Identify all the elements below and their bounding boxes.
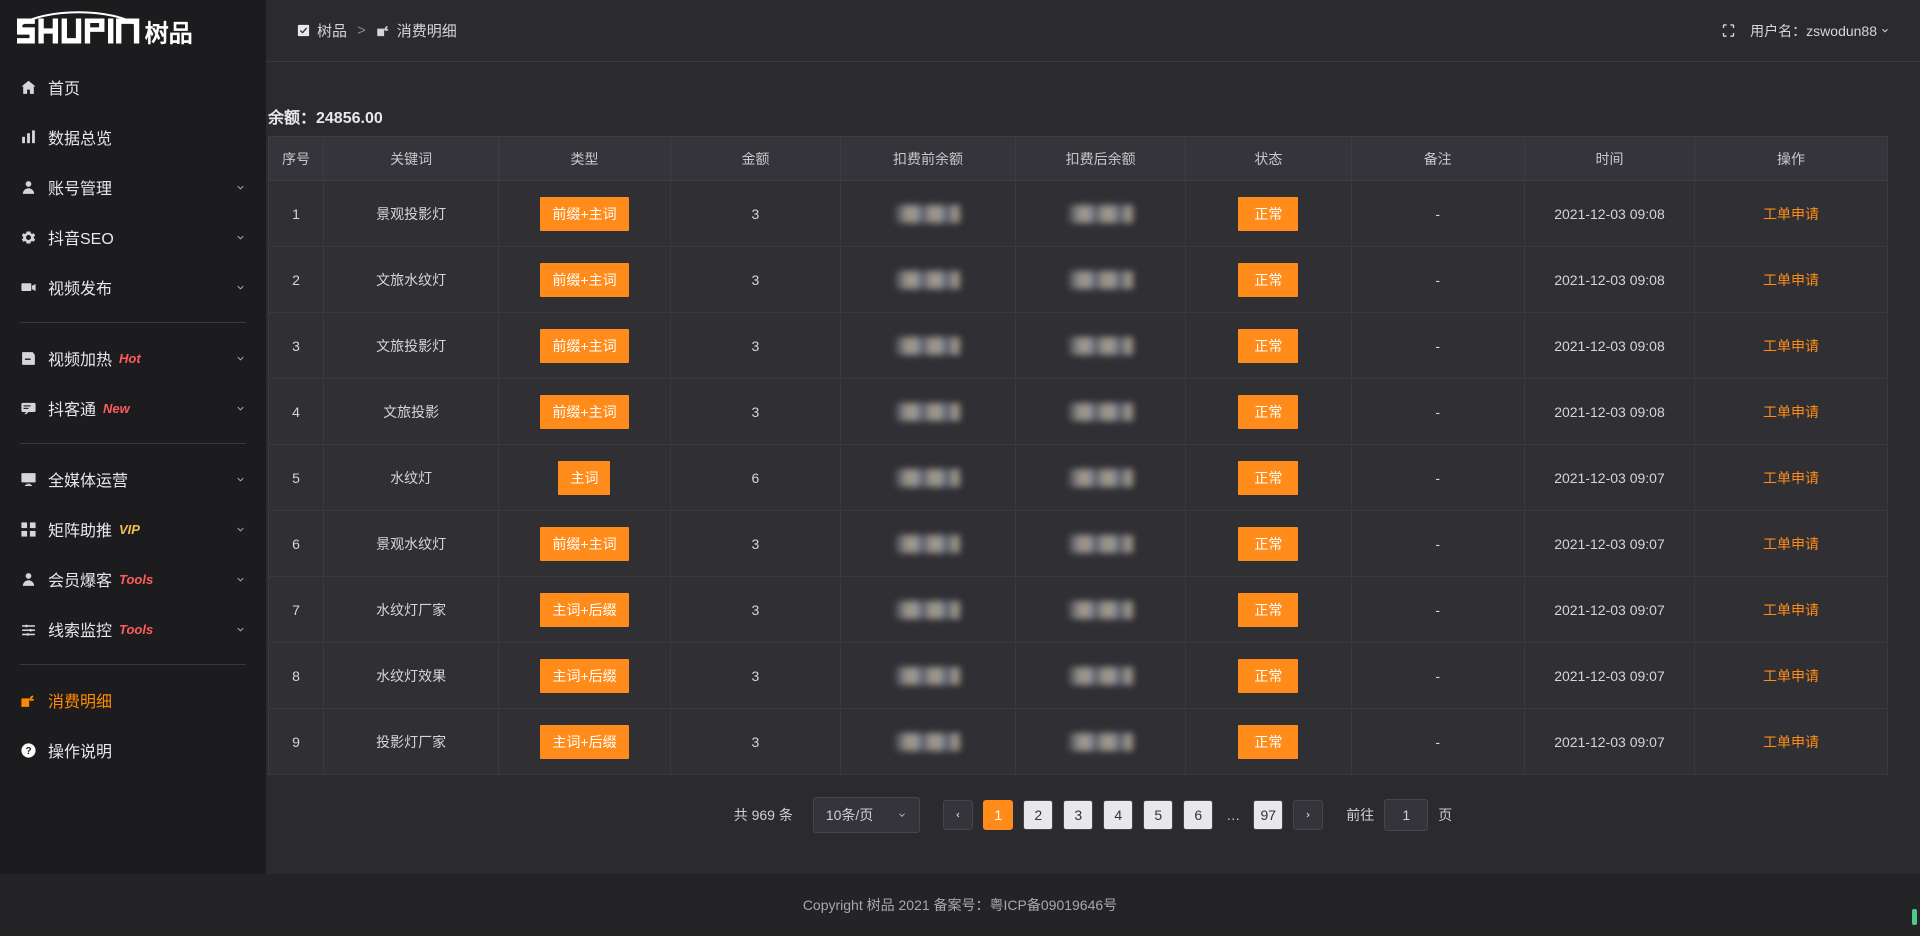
svg-text:树品: 树品 (145, 21, 193, 48)
svg-text:?: ? (25, 746, 31, 757)
